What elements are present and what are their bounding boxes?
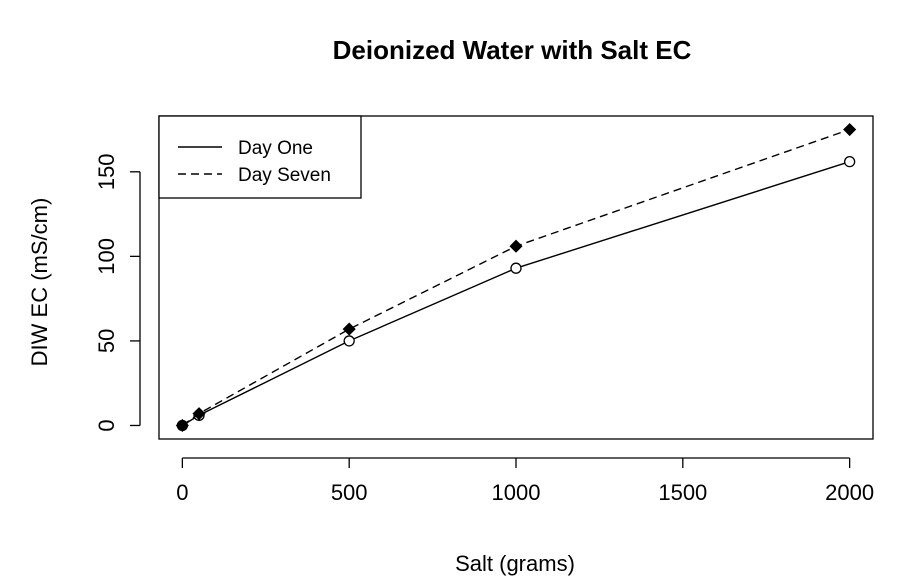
data-point-day-seven <box>342 322 356 336</box>
y-tick-label: 150 <box>94 153 119 190</box>
y-tick-label: 100 <box>94 238 119 275</box>
data-point-day-one <box>510 262 522 274</box>
legend-label-day-seven: Day Seven <box>238 165 331 186</box>
data-point-day-one <box>843 156 856 168</box>
plot-box <box>158 115 874 440</box>
x-tick-label: 500 <box>331 480 368 505</box>
data-point-day-seven <box>509 239 523 253</box>
x-axis: 0 500 1000 1500 2000 <box>176 457 874 505</box>
chart-title: Deionized Water with Salt EC <box>333 35 692 65</box>
y-axis-label: DIW EC (mS/cm) <box>27 198 52 367</box>
legend-label-day-one: Day One <box>238 138 313 159</box>
legend: Day One Day Seven <box>158 115 362 199</box>
x-tick-label: 1000 <box>492 480 541 505</box>
data-point-day-seven <box>843 122 857 137</box>
y-tick-label: 0 <box>94 419 119 431</box>
y-tick-label: 50 <box>94 329 119 353</box>
x-tick-label: 2000 <box>825 480 874 505</box>
data-point-day-one <box>343 335 355 347</box>
series-line-day-seven <box>181 128 850 427</box>
x-tick-label: 0 <box>176 480 188 505</box>
legend-box <box>158 115 362 199</box>
series-layer <box>175 122 857 433</box>
data-point-day-seven <box>192 407 206 421</box>
x-tick-label: 1500 <box>658 480 707 505</box>
y-axis: 0 50 100 150 <box>94 153 141 432</box>
data-point-day-seven <box>175 418 189 433</box>
x-axis-label: Salt (grams) <box>455 551 575 576</box>
